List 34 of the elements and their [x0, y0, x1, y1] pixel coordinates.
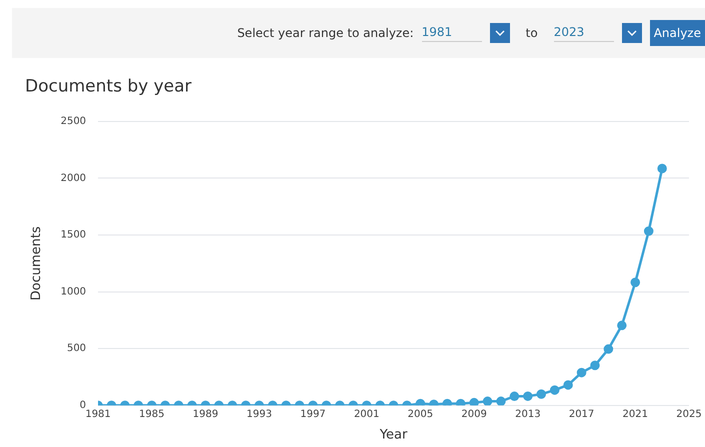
point	[644, 226, 654, 236]
point	[442, 398, 452, 406]
chart-title: Documents by year	[25, 76, 192, 97]
text: 1981	[422, 24, 482, 42]
y-tick-label: 1500	[60, 230, 86, 241]
y-tick-label: 2500	[60, 116, 86, 127]
x-tick-label: 2017	[568, 408, 594, 420]
y-tick-label: 2000	[60, 172, 86, 184]
point	[469, 398, 479, 406]
point	[630, 278, 640, 288]
point	[416, 398, 426, 406]
x-tick-label: 2021	[622, 408, 648, 420]
x-tick-label: 1997	[300, 408, 326, 420]
text: 2023	[554, 24, 614, 42]
x-axis-title: Year	[378, 428, 408, 443]
y-tick-label: 0	[80, 400, 86, 411]
x-tick-label: 2025	[676, 408, 702, 420]
y-tick-label: 500	[66, 343, 86, 354]
x-tick-label: 2009	[461, 408, 487, 420]
point	[604, 344, 614, 354]
x-tick-label: 2013	[515, 408, 541, 420]
text: to	[526, 26, 538, 40]
x-tick-label: 2001	[354, 408, 380, 420]
y-tick-label: 1000	[60, 286, 86, 298]
x-tick-label: 1985	[139, 408, 164, 420]
x-tick-label: 2005	[408, 408, 434, 420]
text: Analyze	[650, 20, 705, 46]
point	[456, 398, 466, 406]
y-axis-title: Documents	[29, 226, 44, 300]
x-tick-label: 1993	[246, 408, 272, 420]
text: Select year range to analyze:	[237, 26, 414, 40]
point	[617, 320, 627, 330]
x-tick-label: 1989	[192, 408, 218, 420]
x-tick-label: 1981	[85, 408, 111, 420]
